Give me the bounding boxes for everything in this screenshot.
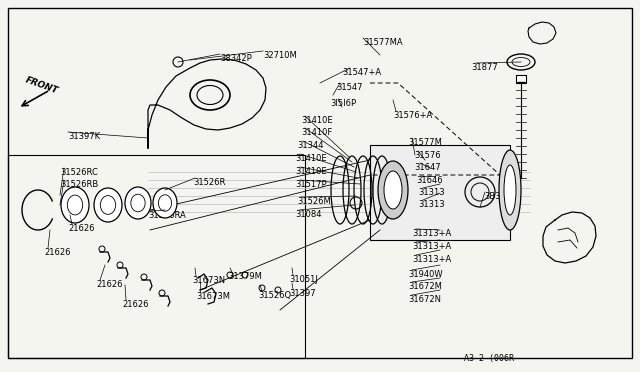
Bar — [516, 75, 526, 83]
Text: 31577MA: 31577MA — [363, 38, 403, 47]
Text: 31313+A: 31313+A — [412, 229, 451, 238]
Text: 31526RA: 31526RA — [148, 211, 186, 220]
Text: 3B342Q: 3B342Q — [484, 192, 518, 201]
Text: 31410E: 31410E — [295, 154, 326, 163]
Text: 38342P: 38342P — [220, 54, 252, 63]
Ellipse shape — [159, 195, 172, 211]
Ellipse shape — [131, 194, 145, 212]
Text: 31344: 31344 — [297, 141, 323, 150]
Text: 31313+A: 31313+A — [412, 255, 451, 264]
Text: 31084: 31084 — [295, 210, 321, 219]
Bar — [8, 155, 305, 358]
Ellipse shape — [378, 161, 408, 219]
Text: 31673N: 31673N — [192, 276, 225, 285]
Text: 21626: 21626 — [96, 280, 122, 289]
Text: 31379M: 31379M — [228, 272, 262, 281]
Text: 31517P: 31517P — [295, 180, 326, 189]
Ellipse shape — [61, 187, 89, 223]
Ellipse shape — [384, 171, 402, 209]
Ellipse shape — [67, 195, 83, 215]
Text: 31547: 31547 — [336, 83, 362, 92]
Text: 31526Q: 31526Q — [258, 291, 291, 300]
Ellipse shape — [94, 188, 122, 222]
Text: 31526M: 31526M — [297, 197, 331, 206]
Text: 31313: 31313 — [418, 200, 445, 209]
Text: 31646: 31646 — [416, 176, 443, 185]
Ellipse shape — [153, 188, 177, 218]
Text: FRONT: FRONT — [24, 76, 60, 96]
Text: 21626: 21626 — [44, 248, 70, 257]
FancyBboxPatch shape — [370, 145, 510, 240]
Text: 31526R: 31526R — [193, 178, 225, 187]
Text: 32710M: 32710M — [263, 51, 297, 60]
Text: 31397K: 31397K — [68, 132, 100, 141]
Text: 31410E: 31410E — [301, 116, 333, 125]
Text: 31877: 31877 — [471, 63, 498, 72]
Text: 31673M: 31673M — [196, 292, 230, 301]
Text: 31410E: 31410E — [295, 167, 326, 176]
Text: 31397: 31397 — [289, 289, 316, 298]
Text: 21626: 21626 — [122, 300, 148, 309]
Text: 31576+A: 31576+A — [393, 111, 432, 120]
Text: 31672M: 31672M — [408, 282, 442, 291]
Text: 31577M: 31577M — [408, 138, 442, 147]
Text: 31313+A: 31313+A — [412, 242, 451, 251]
Text: 31547+A: 31547+A — [342, 68, 381, 77]
Ellipse shape — [504, 165, 516, 215]
Ellipse shape — [499, 150, 521, 230]
Ellipse shape — [100, 196, 116, 214]
Text: A3 2 (006R: A3 2 (006R — [464, 353, 514, 362]
Text: 31410F: 31410F — [301, 128, 332, 137]
Text: 31051J: 31051J — [289, 275, 318, 284]
Ellipse shape — [125, 187, 151, 219]
Text: 31576: 31576 — [414, 151, 440, 160]
Text: 31672N: 31672N — [408, 295, 441, 304]
Text: 31526RB: 31526RB — [60, 180, 99, 189]
Text: 31313: 31313 — [418, 188, 445, 197]
Text: 31647: 31647 — [414, 163, 440, 172]
Text: 31526RC: 31526RC — [60, 168, 98, 177]
Text: 3I5I6P: 3I5I6P — [330, 99, 356, 108]
Text: 31940W: 31940W — [408, 270, 443, 279]
Text: 21626: 21626 — [68, 224, 95, 233]
